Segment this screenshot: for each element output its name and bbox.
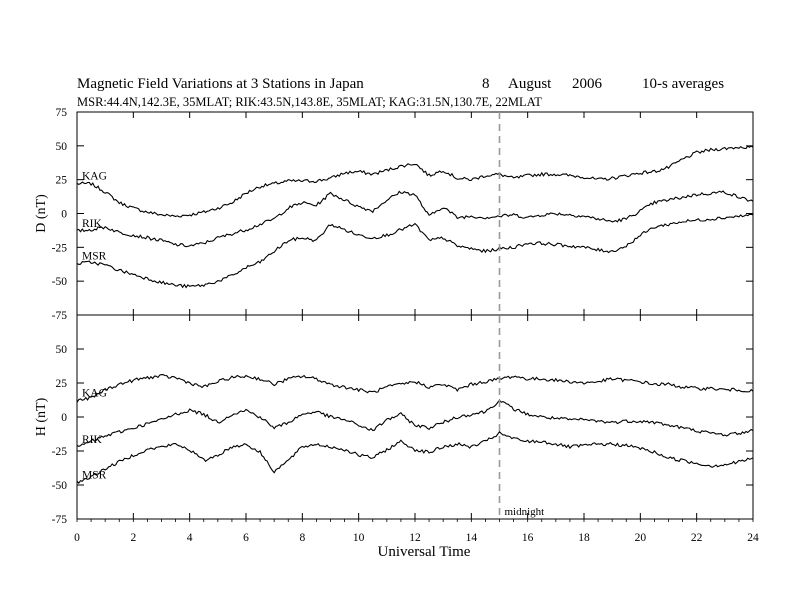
- panel-frame-2: [76, 314, 754, 520]
- y-tick-label-1: 75: [56, 107, 68, 119]
- series-line-kag-panel-1: [76, 145, 754, 218]
- y-tick-label-2: -50: [52, 480, 68, 492]
- series-label-rik: RIK: [82, 434, 103, 446]
- y-tick-label-1: 50: [56, 141, 68, 153]
- series-label-msr: MSR: [82, 469, 107, 481]
- series-label-msr: MSR: [82, 251, 107, 263]
- title-averages: 10-s averages: [642, 76, 724, 92]
- series-label-kag: KAG: [82, 171, 107, 183]
- x-tick-label: 14: [466, 532, 478, 544]
- title-month: August: [508, 76, 552, 92]
- y-tick-label-2: 0: [61, 412, 67, 424]
- series-label-rik: RIK: [82, 218, 103, 230]
- x-tick-label: 8: [299, 532, 305, 544]
- y-axis-label-1: D (nT): [34, 194, 49, 233]
- x-tick-label: 0: [74, 532, 80, 544]
- series-line-msr-panel-1: [76, 213, 754, 289]
- y-tick-label-1: -75: [52, 310, 68, 322]
- x-tick-label: 20: [635, 532, 647, 544]
- x-tick-label: 12: [409, 532, 421, 544]
- midnight-label: midnight: [505, 506, 545, 518]
- series-line-msr-panel-2: [76, 430, 754, 484]
- y-tick-label-2: -25: [52, 446, 68, 458]
- x-tick-label: 4: [187, 532, 193, 544]
- y-axis-label-2: H (nT): [34, 397, 49, 436]
- x-tick-label: 24: [747, 532, 759, 544]
- series-line-kag-panel-2: [76, 374, 754, 403]
- title-year: 2006: [572, 76, 603, 92]
- series-line-rik-panel-2: [76, 399, 754, 448]
- y-tick-label-1: -25: [52, 242, 68, 254]
- y-tick-label-1: 25: [56, 175, 68, 187]
- y-tick-label-1: -50: [52, 276, 68, 288]
- y-tick-label-2: 25: [56, 378, 68, 390]
- title-text: Magnetic Field Variations at 3 Stations …: [77, 76, 364, 92]
- x-tick-label: 16: [522, 532, 534, 544]
- title-day: 8: [482, 76, 490, 92]
- x-axis-label: Universal Time: [378, 544, 471, 560]
- y-tick-label-2: 50: [56, 344, 68, 356]
- x-tick-label: 2: [130, 532, 136, 544]
- x-tick-label: 18: [578, 532, 590, 544]
- x-tick-label: 10: [353, 532, 365, 544]
- chart-subtitle: MSR:44.4N,142.3E, 35MLAT; RIK:43.5N,143.…: [77, 95, 542, 109]
- x-tick-label: 22: [691, 532, 703, 544]
- chart-title: Magnetic Field Variations at 3 Stations …: [77, 76, 724, 92]
- x-tick-label: 6: [243, 532, 249, 544]
- series-line-rik-panel-1: [76, 190, 754, 248]
- series-label-kag: KAG: [82, 388, 107, 400]
- y-tick-label-2: -75: [52, 514, 68, 526]
- y-tick-label-1: 0: [61, 209, 67, 221]
